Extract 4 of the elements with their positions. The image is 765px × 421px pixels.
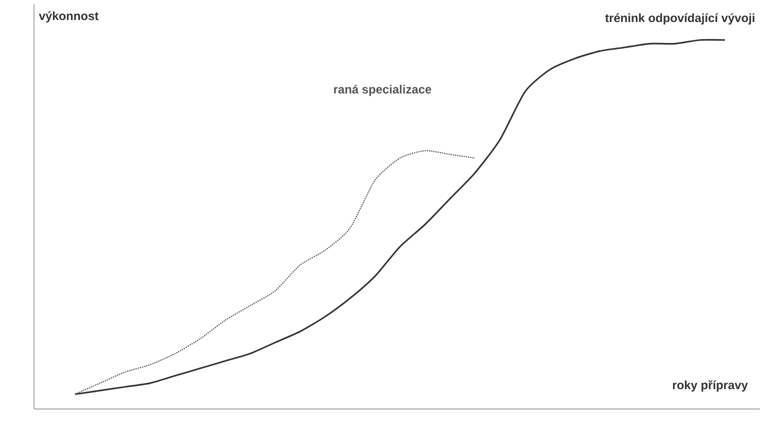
text: raná specializace [334, 84, 432, 96]
series-label: trénink odpovídající vývoji [605, 13, 754, 25]
y-axis-title: výkonnost [38, 11, 98, 23]
x-axis-title: roky přípravy [672, 380, 748, 392]
